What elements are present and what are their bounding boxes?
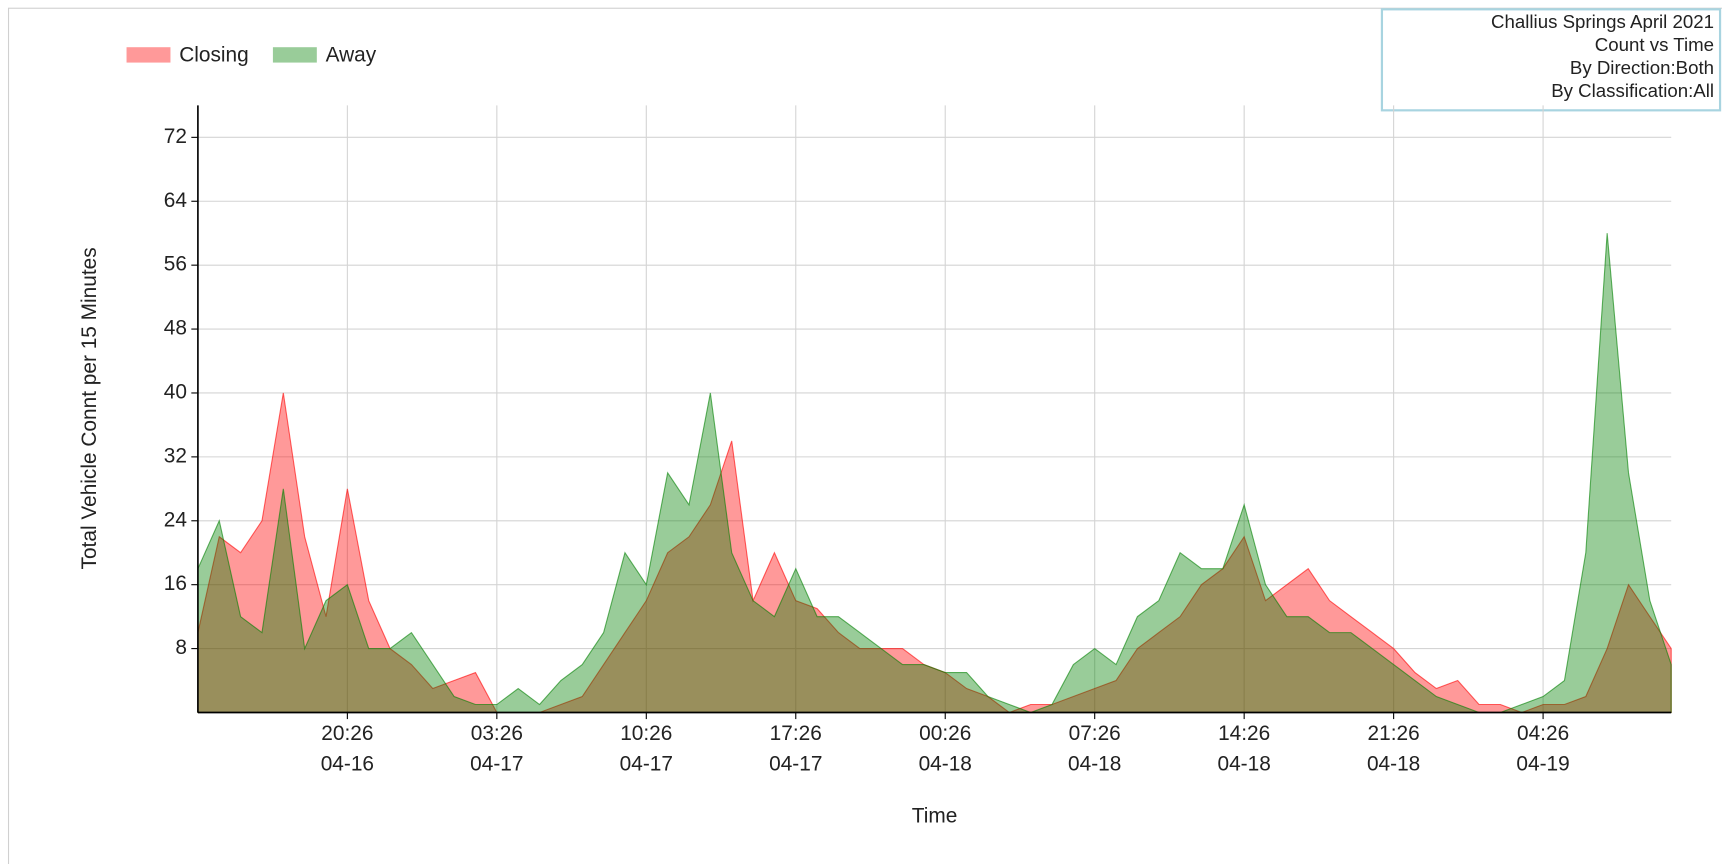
x-tick-label: 04-17 <box>620 753 673 776</box>
x-tick-label: 14:26 <box>1218 722 1270 745</box>
legend-swatch <box>126 47 171 63</box>
x-tick-label: 20:26 <box>321 722 373 745</box>
area <box>197 233 1672 714</box>
x-tick-label: 04-19 <box>1516 753 1569 776</box>
x-tick-label: 04-18 <box>919 753 972 776</box>
y-tick-label: 56 <box>164 253 187 276</box>
y-tick-label: 40 <box>164 380 187 403</box>
y-tick-label: 32 <box>164 444 187 467</box>
y-tick-label: 16 <box>164 572 187 595</box>
legend-label: Closing <box>179 43 249 66</box>
x-tick-label: 10:26 <box>620 722 672 745</box>
frame <box>7 7 1722 864</box>
x-tick-label: 04-18 <box>1068 753 1121 776</box>
y-tick-label: 24 <box>164 508 187 531</box>
info-line: Challius Springs April 2021 <box>1491 11 1714 32</box>
x-tick-label: 00:26 <box>919 722 971 745</box>
x-tick-label: 04-16 <box>321 753 374 776</box>
x-tick-label: 17:26 <box>770 722 822 745</box>
y-tick-label: 8 <box>175 636 187 659</box>
x-tick-label: 03:26 <box>471 722 523 745</box>
x-tick-label: 07:26 <box>1069 722 1121 745</box>
y-tick-label: 64 <box>164 189 187 212</box>
legend-swatch <box>272 47 317 63</box>
info-line: Count vs Time <box>1595 34 1714 55</box>
x-tick-label: 04-18 <box>1367 753 1420 776</box>
x-tick-label: 04-18 <box>1218 753 1271 776</box>
y-tick-label: 72 <box>164 125 187 148</box>
x-tick-label: 21:26 <box>1368 722 1420 745</box>
info-line: By Direction:Both <box>1570 57 1714 78</box>
info-line: By Classification:All <box>1551 80 1714 101</box>
x-tick-label: 04-17 <box>470 753 523 776</box>
y-axis-label: Total Vehicle Connt per 15 Minutes <box>78 247 101 569</box>
x-axis-label: Time <box>912 804 958 827</box>
x-tick-label: 04-17 <box>769 753 822 776</box>
y-tick-label: 48 <box>164 317 187 340</box>
legend-label: Away <box>326 43 377 66</box>
info-box <box>1380 8 1722 112</box>
x-tick-label: 04:26 <box>1517 722 1569 745</box>
